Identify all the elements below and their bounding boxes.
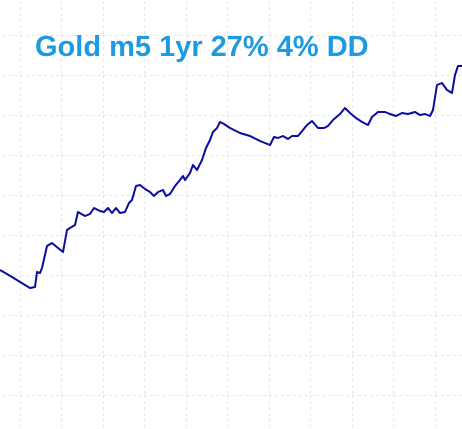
chart-title: Gold m5 1yr 27% 4% DD [35, 31, 369, 63]
line [0, 65, 462, 289]
